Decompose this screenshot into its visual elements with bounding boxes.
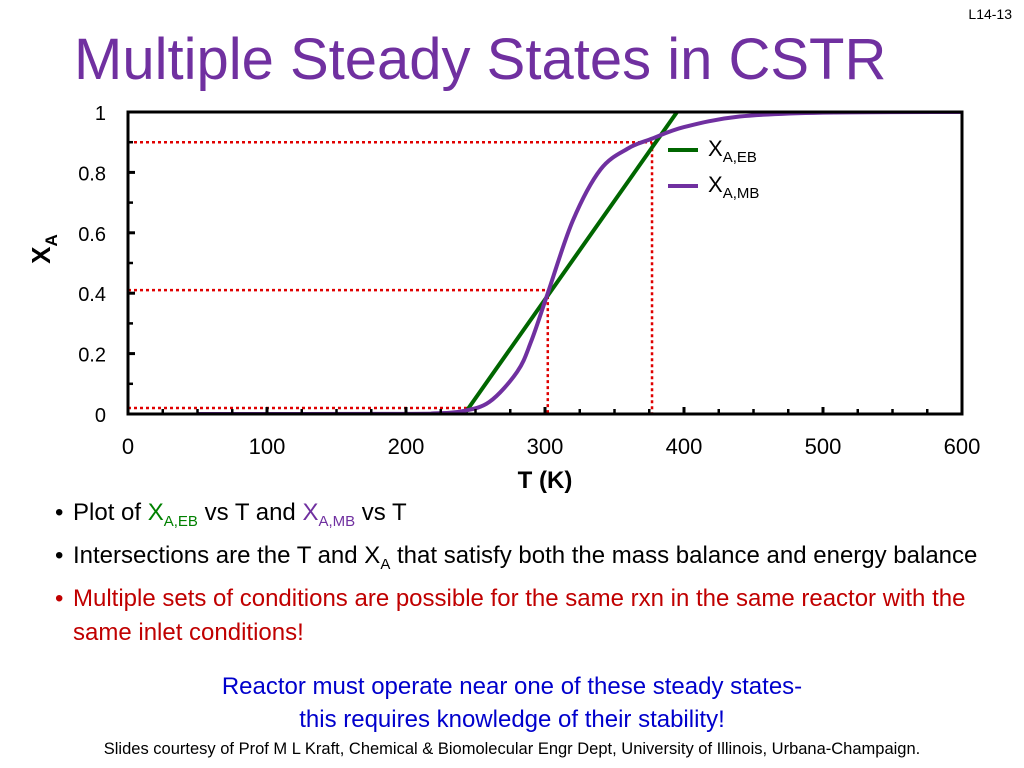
y-tick-label: 0 (95, 405, 106, 427)
y-axis-label-sub: A (42, 234, 61, 246)
y-tick-label: 0.4 (78, 284, 106, 306)
legend-label: XA,EB (708, 136, 757, 166)
y-tick-label: 1 (95, 103, 106, 125)
bullet-list: • Plot of XA,EB vs T and XA,MB vs T • In… (55, 496, 995, 650)
x-tick-label: 0 (122, 434, 134, 459)
series-line-xa-mb (197, 112, 962, 414)
x-tick-label: 300 (527, 434, 564, 459)
y-axis-label: XA (26, 234, 61, 264)
y-tick-label: 0.2 (78, 345, 106, 367)
bullet-item: • Intersections are the T and XA that sa… (55, 539, 995, 582)
slide-title: Multiple Steady States in CSTR (74, 27, 887, 92)
legend-label: XA,MB (708, 172, 759, 202)
bullet-text: Intersections are the T and XA that sati… (73, 541, 978, 573)
credit-line: Slides courtesy of Prof M L Kraft, Chemi… (103, 740, 921, 758)
y-axis-label-main: X (26, 246, 56, 264)
y-tick-label: 0.6 (78, 224, 106, 246)
bullet-item-highlight: • Multiple sets of conditions are possib… (55, 582, 995, 650)
x-tick-label: 100 (249, 434, 286, 459)
ticks-layer: 0 100 200 300 400 500 600 0 0.2 0.4 0.6 0.8 1 (78, 103, 980, 459)
conclusion: Reactor must operate near one of these s… (0, 670, 1024, 736)
x-tick-label: 500 (805, 434, 842, 459)
steady-state-guides (128, 140, 654, 414)
bullet-dot: • (55, 541, 64, 569)
x-tick-label: 200 (388, 434, 425, 459)
series-layer (197, 112, 962, 414)
y-tick-label: 0.8 (78, 163, 106, 185)
bullet-dot: • (55, 499, 64, 526)
legend: XA,EB XA,MB (668, 136, 759, 202)
series-line-xa-eb (462, 112, 680, 414)
x-tick-label: 600 (944, 434, 981, 459)
slide-number: L14-13 (968, 6, 1012, 22)
x-tick-label: 400 (666, 434, 703, 459)
bullet-text: Multiple sets of conditions are possible… (73, 584, 966, 646)
bullet-item: • Plot of XA,EB vs T and XA,MB vs T (55, 496, 995, 539)
x-axis-label: T (K) (518, 467, 573, 494)
conclusion-line: Reactor must operate near one of these s… (221, 673, 803, 700)
conclusion-line: this requires knowledge of their stabili… (299, 706, 725, 733)
bullet-text: Plot of XA,EB vs T and XA,MB vs T (73, 499, 407, 530)
bullet-dot: • (55, 584, 64, 612)
plot-frame (126, 110, 964, 416)
